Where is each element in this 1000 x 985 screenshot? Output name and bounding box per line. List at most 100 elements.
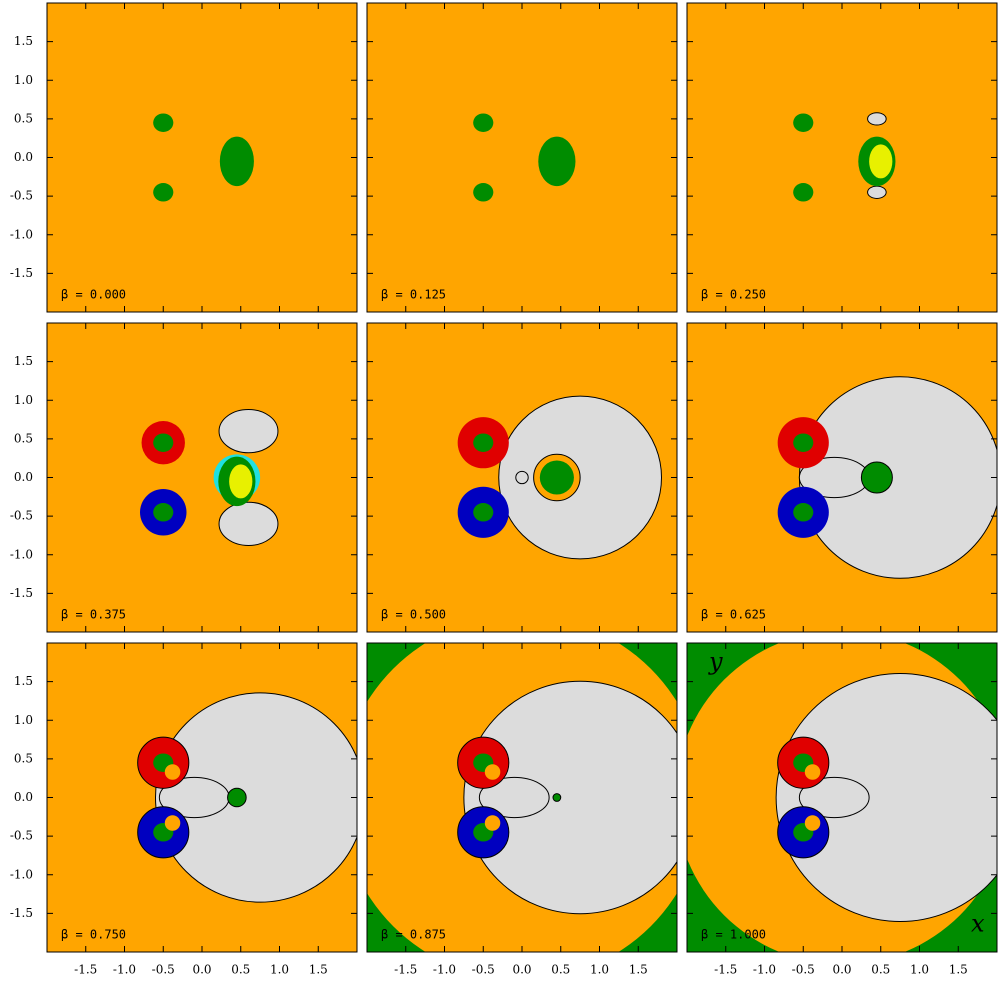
y-tick-label: 0.5 bbox=[14, 111, 33, 125]
panel bbox=[47, 3, 357, 312]
region bbox=[227, 787, 247, 808]
x-tick-label: -1.5 bbox=[74, 963, 97, 977]
region bbox=[869, 144, 893, 179]
panel-annotation: β = 0.375 bbox=[61, 608, 126, 622]
panel bbox=[687, 323, 997, 632]
y-tick-label: 1.0 bbox=[14, 393, 33, 407]
region bbox=[793, 182, 814, 202]
region bbox=[473, 433, 494, 453]
region bbox=[484, 815, 501, 831]
region bbox=[867, 185, 887, 199]
panel bbox=[367, 643, 677, 952]
x-tick-label: 1.5 bbox=[309, 963, 328, 977]
panel bbox=[687, 3, 997, 312]
y-tick-label: 0.5 bbox=[14, 431, 33, 445]
panel-annotation: β = 1.000 bbox=[701, 928, 766, 942]
y-tick-label: -1.5 bbox=[10, 586, 33, 600]
panel-annotation: β = 0.125 bbox=[381, 288, 446, 302]
panel-annotation: β = 0.500 bbox=[381, 608, 446, 622]
y-tick-label: -1.5 bbox=[10, 266, 33, 280]
y-tick-label: 0.0 bbox=[14, 470, 33, 484]
region bbox=[473, 182, 494, 202]
region bbox=[552, 793, 562, 802]
region bbox=[793, 113, 814, 133]
region bbox=[775, 673, 997, 922]
x-tick-label: 1.0 bbox=[270, 963, 289, 977]
x-tick-label: 0.0 bbox=[832, 963, 851, 977]
region bbox=[164, 764, 181, 780]
panel-annotation: β = 0.625 bbox=[701, 608, 766, 622]
x-tick-label: 1.0 bbox=[590, 963, 609, 977]
y-tick-label: 1.0 bbox=[14, 73, 33, 87]
region bbox=[804, 815, 821, 831]
y-tick-label: 0.5 bbox=[14, 751, 33, 765]
x-tick-label: -0.5 bbox=[792, 963, 815, 977]
x-tick-label: -0.5 bbox=[472, 963, 495, 977]
y-tick-label: -1.0 bbox=[10, 227, 33, 241]
panel bbox=[687, 643, 997, 952]
x-tick-label: 0.5 bbox=[231, 963, 250, 977]
region bbox=[804, 764, 821, 780]
region bbox=[155, 692, 357, 903]
region bbox=[218, 501, 279, 546]
region bbox=[793, 433, 814, 453]
region bbox=[515, 470, 529, 485]
region bbox=[798, 776, 870, 819]
region bbox=[484, 764, 501, 780]
region bbox=[229, 464, 253, 499]
region bbox=[153, 113, 174, 133]
x-tick-label: -1.5 bbox=[394, 963, 417, 977]
y-tick-label: 1.5 bbox=[14, 354, 33, 368]
background bbox=[687, 3, 997, 312]
y-tick-label: -1.0 bbox=[10, 547, 33, 561]
x-tick-label: 1.0 bbox=[910, 963, 929, 977]
panel bbox=[367, 323, 677, 632]
x-tick-label: -1.0 bbox=[433, 963, 456, 977]
region bbox=[473, 113, 494, 133]
x-tick-label: -0.5 bbox=[152, 963, 175, 977]
panel-annotation: β = 0.875 bbox=[381, 928, 446, 942]
y-tick-label: 1.5 bbox=[14, 674, 33, 688]
panel-annotation: β = 0.750 bbox=[61, 928, 126, 942]
region bbox=[539, 460, 574, 495]
x-tick-label: -1.0 bbox=[753, 963, 776, 977]
region bbox=[219, 136, 254, 187]
x-tick-label: 0.5 bbox=[551, 963, 570, 977]
region bbox=[478, 776, 550, 819]
background bbox=[367, 3, 677, 312]
y-tick-label: 1.0 bbox=[14, 713, 33, 727]
region bbox=[218, 409, 279, 454]
panel bbox=[47, 323, 357, 632]
panel bbox=[47, 643, 357, 952]
x-tick-label: 0.0 bbox=[512, 963, 531, 977]
region bbox=[538, 136, 576, 187]
y-tick-label: -1.5 bbox=[10, 906, 33, 920]
y-axis-label: y bbox=[708, 648, 723, 676]
x-tick-label: 1.5 bbox=[949, 963, 968, 977]
panel bbox=[367, 3, 677, 312]
x-tick-label: -1.5 bbox=[714, 963, 737, 977]
region bbox=[153, 502, 174, 522]
y-tick-label: -1.0 bbox=[10, 867, 33, 881]
region bbox=[860, 461, 893, 494]
x-axis-label: x bbox=[971, 910, 985, 938]
y-tick-label: 0.0 bbox=[14, 150, 33, 164]
region bbox=[153, 182, 174, 202]
region bbox=[164, 815, 181, 831]
y-tick-label: 1.5 bbox=[14, 34, 33, 48]
y-tick-label: -0.5 bbox=[10, 829, 33, 843]
y-tick-label: -0.5 bbox=[10, 189, 33, 203]
x-tick-label: -1.0 bbox=[113, 963, 136, 977]
panel-annotation: β = 0.000 bbox=[61, 288, 126, 302]
y-tick-label: 0.0 bbox=[14, 790, 33, 804]
region bbox=[473, 502, 494, 522]
region bbox=[153, 433, 174, 453]
background bbox=[47, 3, 357, 312]
y-tick-label: -0.5 bbox=[10, 509, 33, 523]
region bbox=[463, 680, 677, 915]
region bbox=[867, 112, 887, 126]
x-tick-label: 0.5 bbox=[871, 963, 890, 977]
region bbox=[793, 502, 814, 522]
x-tick-label: 1.5 bbox=[629, 963, 648, 977]
